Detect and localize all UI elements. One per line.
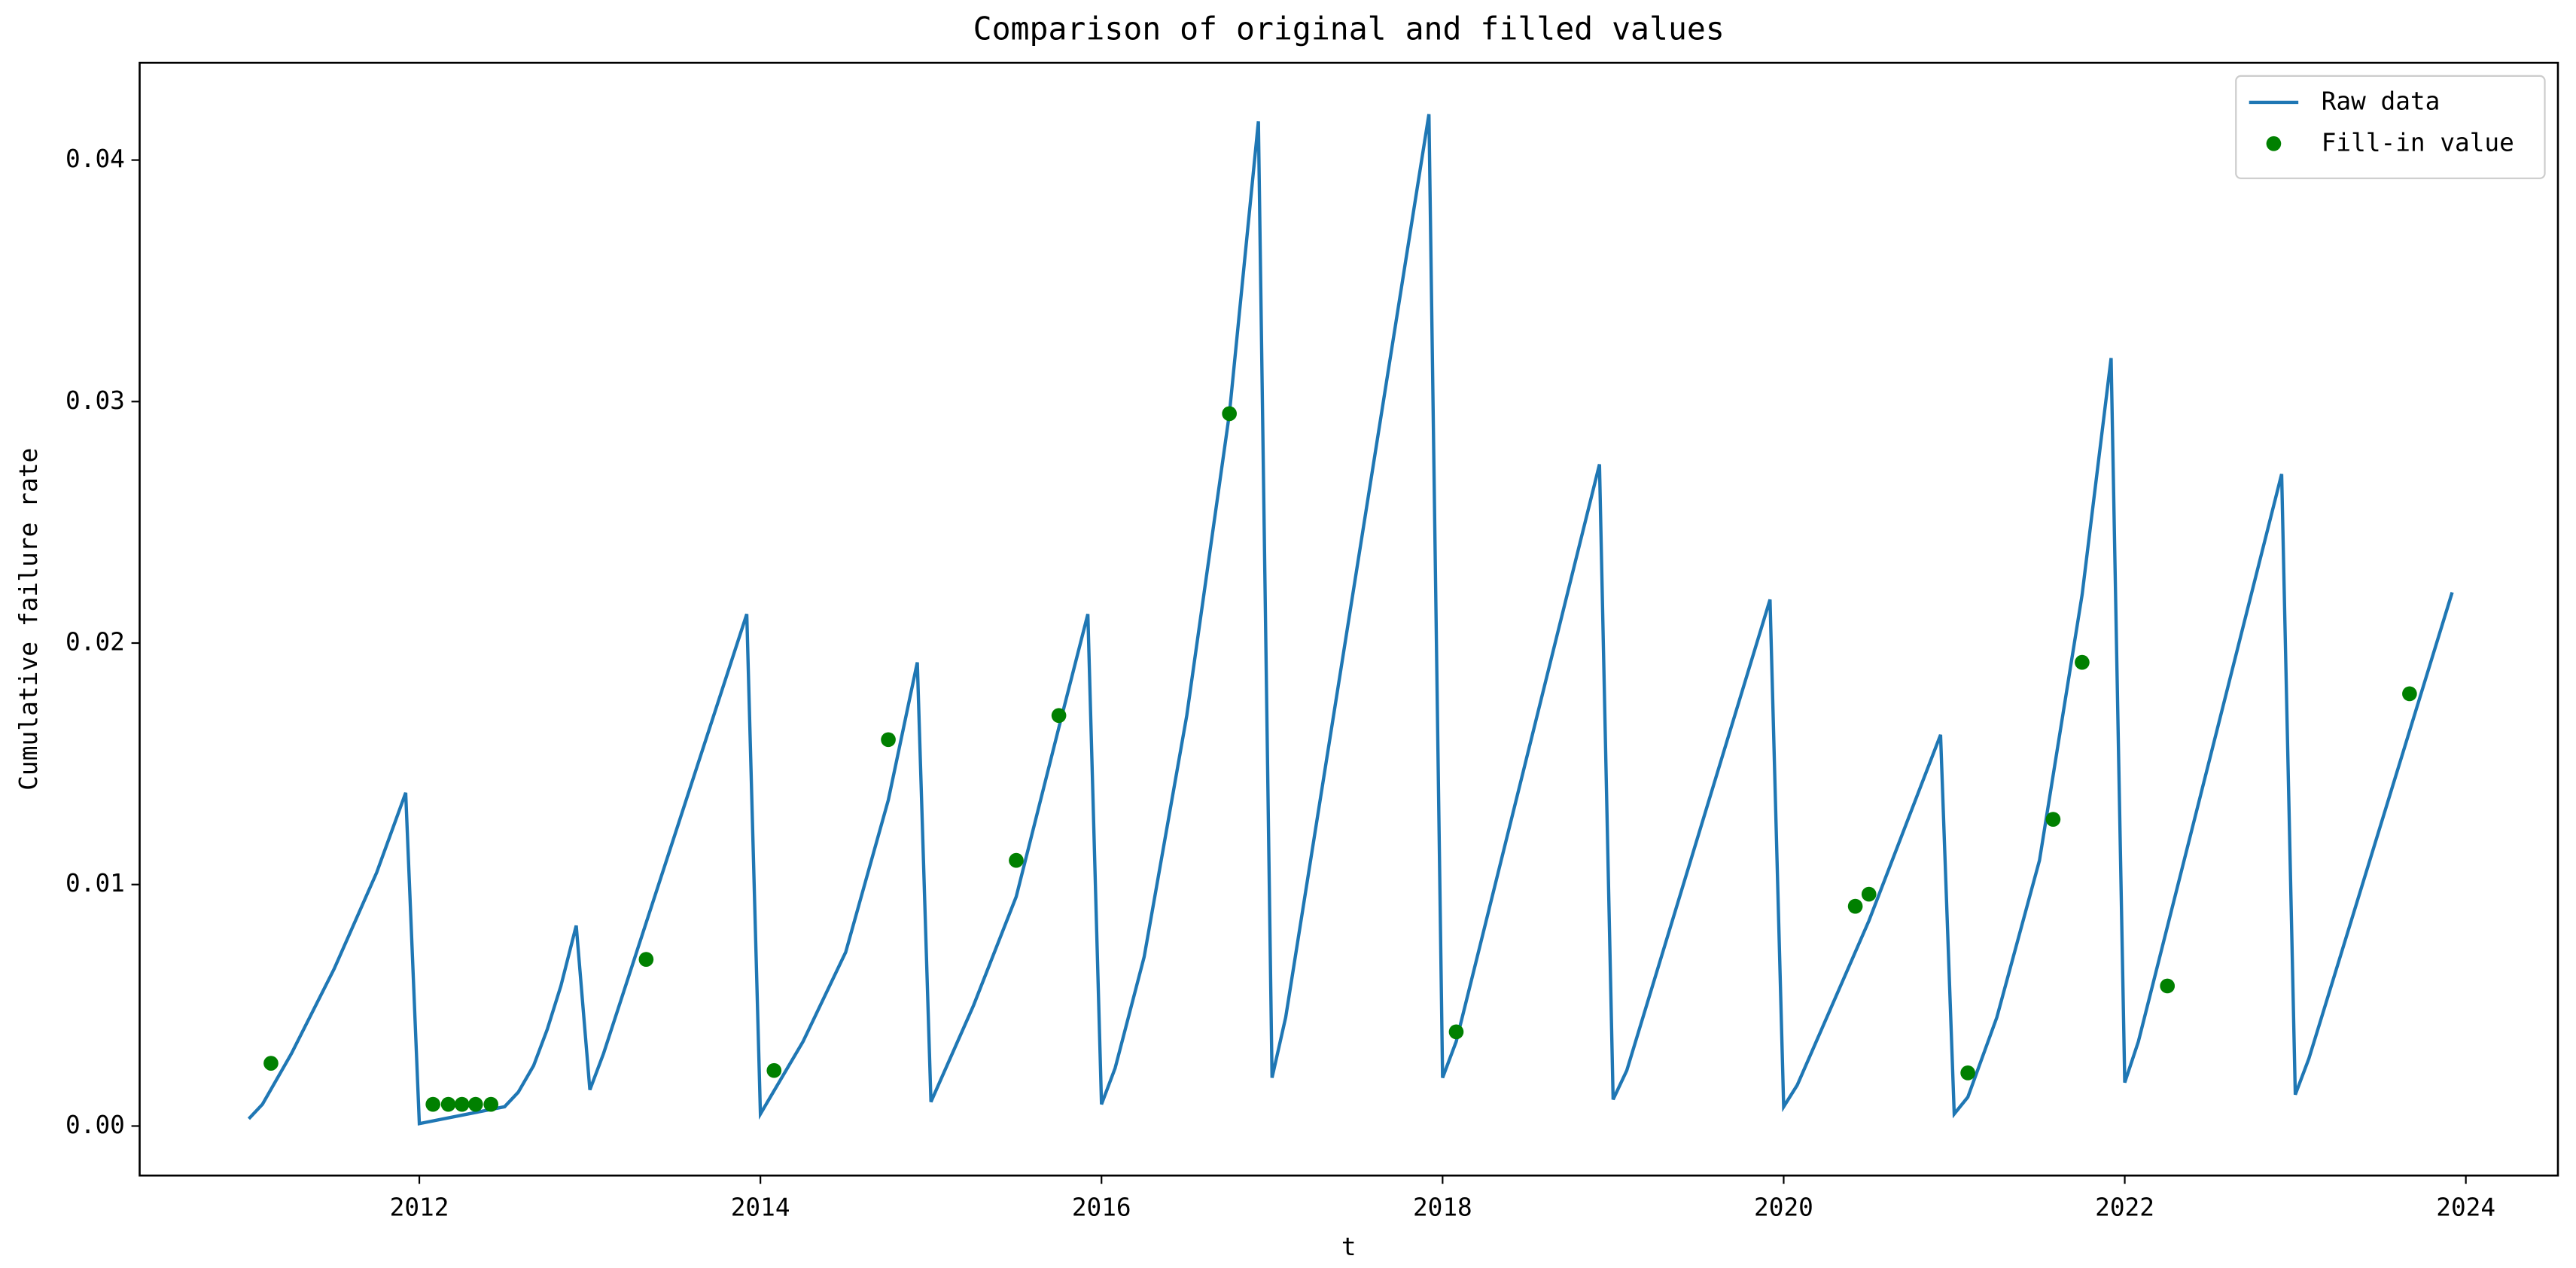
data-point xyxy=(1009,852,1024,868)
data-point xyxy=(1861,886,1877,902)
data-point xyxy=(263,1056,279,1071)
data-point xyxy=(638,952,654,968)
legend-marker xyxy=(2266,136,2282,151)
data-point xyxy=(454,1096,470,1112)
data-point xyxy=(1960,1065,1975,1081)
data-point xyxy=(440,1096,456,1112)
data-point xyxy=(467,1096,483,1112)
y-tick-label: 0.04 xyxy=(65,145,125,173)
x-axis-label: t xyxy=(1341,1233,1357,1261)
data-point xyxy=(483,1096,499,1112)
data-point xyxy=(1847,898,1863,914)
x-tick-label: 2012 xyxy=(390,1193,449,1222)
data-point xyxy=(2045,812,2061,828)
y-tick-label: 0.01 xyxy=(65,869,125,898)
data-point xyxy=(881,732,896,748)
legend-label: Fill-in value xyxy=(2322,128,2514,157)
y-tick-label: 0.02 xyxy=(65,627,125,656)
x-tick-label: 2024 xyxy=(2436,1193,2495,1222)
y-tick-label: 0.00 xyxy=(65,1111,125,1139)
x-tick-label: 2018 xyxy=(1413,1193,1472,1222)
y-tick-label: 0.03 xyxy=(65,386,125,415)
data-point xyxy=(2160,978,2176,994)
legend-box xyxy=(2235,75,2546,179)
data-point xyxy=(1448,1024,1464,1040)
legend-label: Raw data xyxy=(2322,87,2441,115)
data-point xyxy=(1222,406,1237,422)
data-point xyxy=(425,1096,440,1112)
x-tick-label: 2014 xyxy=(731,1193,790,1222)
data-point xyxy=(766,1062,782,1078)
plot-frame xyxy=(139,62,2559,1177)
chart-title: Comparison of original and filled values xyxy=(973,11,1725,47)
x-tick-label: 2022 xyxy=(2095,1193,2154,1222)
data-point xyxy=(1051,708,1067,724)
x-tick-label: 2016 xyxy=(1072,1193,1131,1222)
x-tick-label: 2020 xyxy=(1754,1193,1813,1222)
data-point xyxy=(2075,654,2090,670)
y-axis-label: Cumulative failure rate xyxy=(14,448,43,791)
data-point xyxy=(2402,686,2417,702)
data-line xyxy=(247,114,2454,1126)
